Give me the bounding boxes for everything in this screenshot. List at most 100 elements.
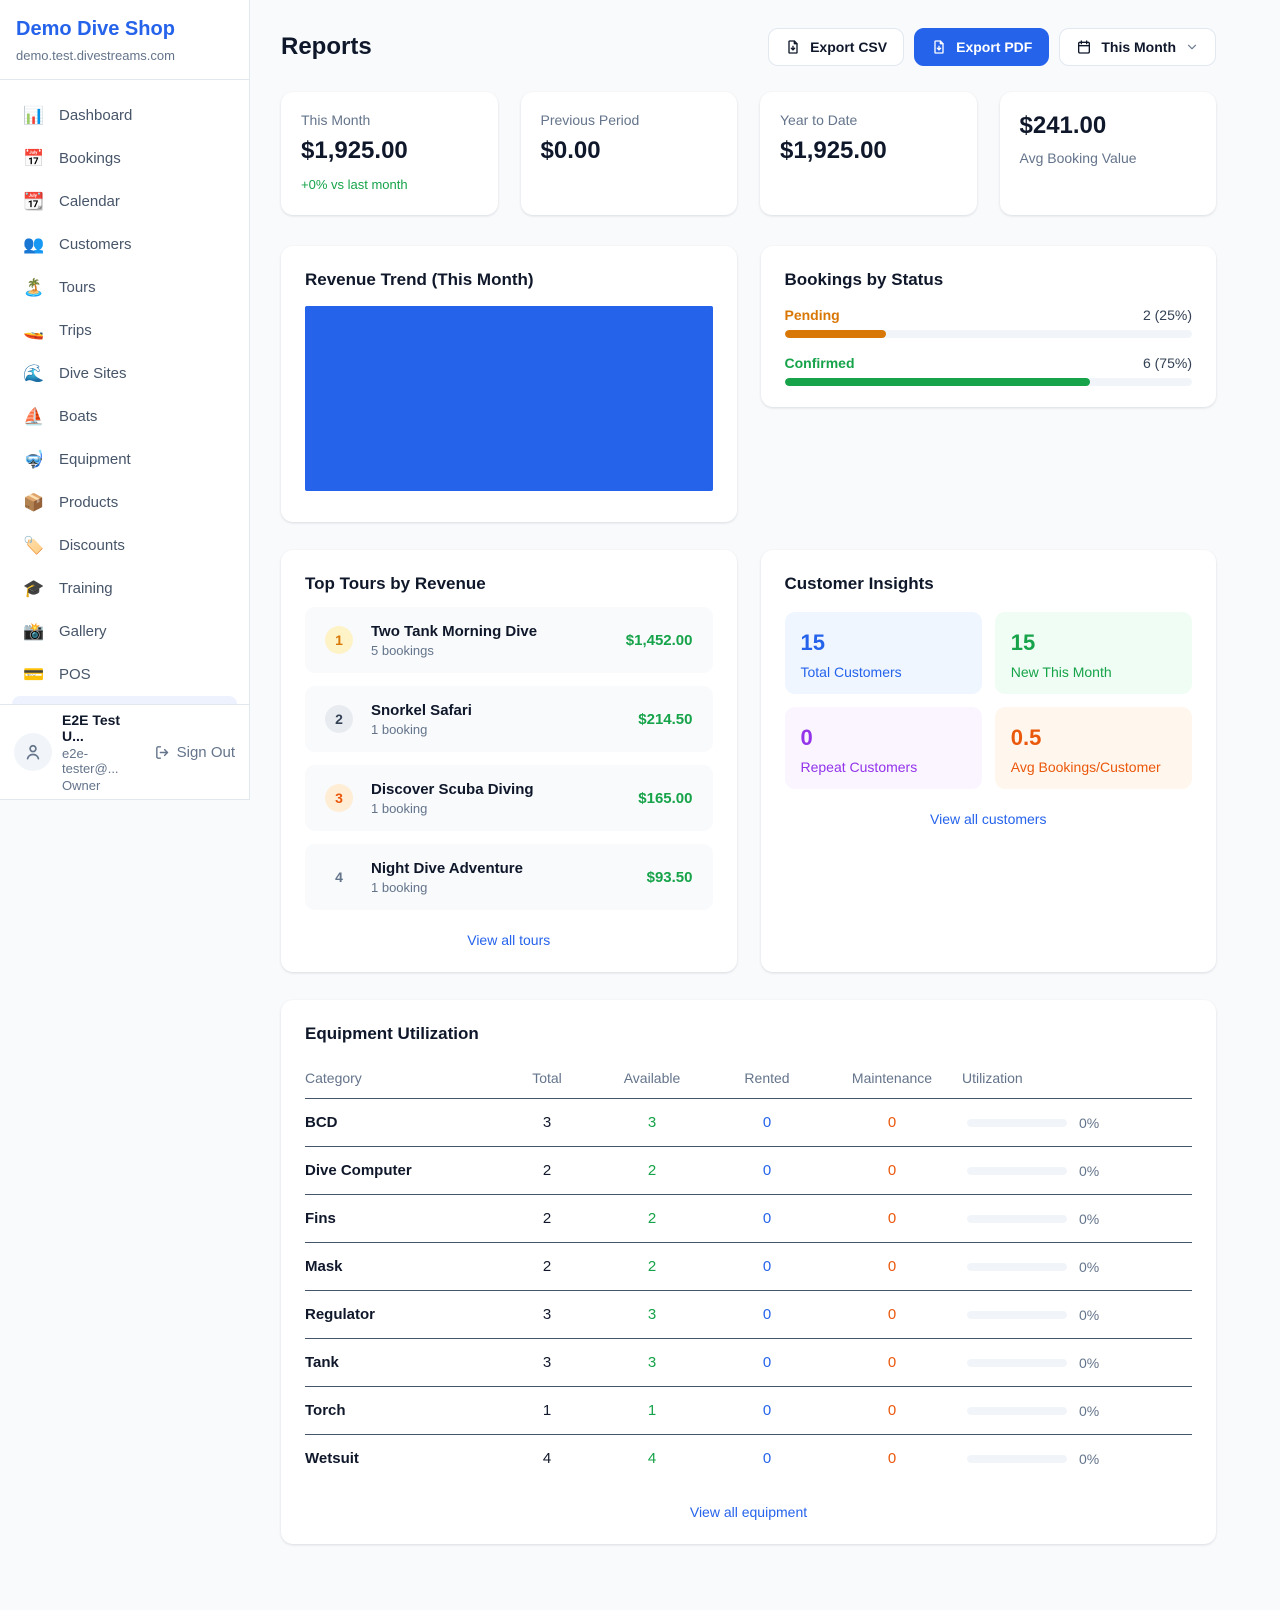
bookings-by-status-card: Bookings by Status Pending 2 (25%) Confi… [760, 246, 1216, 407]
view-all-equipment-link[interactable]: View all equipment [689, 1504, 808, 1520]
sidebar-item-pos[interactable]: 💳 POS [12, 653, 237, 696]
cell-utilization: 0% [962, 1211, 1192, 1227]
cell-total: 3 [542, 1354, 552, 1371]
sidebar-item-label: Discounts [59, 537, 125, 554]
cell-total: 3 [542, 1114, 552, 1131]
tour-name: Two Tank Morning Dive [371, 622, 538, 640]
insight-avg-bookings-customer: 0.5 Avg Bookings/Customer [994, 707, 1192, 789]
sidebar-nav: 📊 Dashboard 📅 Bookings 📆 Calendar 👥 Cust… [0, 80, 249, 696]
camera-icon: 📸 [23, 621, 45, 641]
equipment-utilization-card: Equipment Utilization Category Total Ava… [281, 1000, 1216, 1544]
status-label: Confirmed [784, 355, 855, 371]
sidebar-item-boats[interactable]: ⛵ Boats [12, 395, 237, 438]
bookings-calendar-icon: 📅 [23, 148, 45, 168]
tour-row: 4 Night Dive Adventure 1 booking $93.50 [305, 844, 713, 910]
status-bar [784, 330, 1192, 338]
charts-row: Revenue Trend (This Month) Bookings by S… [281, 246, 1216, 522]
insight-new-this-month: 15 New This Month [994, 612, 1192, 694]
cell-total: 4 [542, 1450, 552, 1467]
user-email: e2e-tester@... [62, 745, 119, 776]
sidebar-item-dive-sites[interactable]: 🌊 Dive Sites [12, 352, 237, 395]
column-header-total: Total [532, 1070, 562, 1086]
sidebar-item-tours[interactable]: 🏝️ Tours [12, 266, 237, 309]
chevron-down-icon [1187, 44, 1197, 50]
sidebar-item-label: Dive Sites [59, 365, 127, 382]
tour-info: Discover Scuba Diving 1 booking [371, 781, 620, 816]
main-content: Reports Export CSV Export PDF This Month [250, 0, 1280, 1584]
table-header-row: Category Total Available Rented Maintena… [305, 1064, 1192, 1099]
sign-out-button[interactable]: Sign Out [154, 744, 235, 761]
page-title: Reports [281, 33, 372, 60]
cell-maintenance: 0 [887, 1306, 897, 1323]
wave-icon: 🌊 [23, 363, 45, 383]
cell-maintenance: 0 [887, 1162, 897, 1179]
export-pdf-button[interactable]: Export PDF [914, 28, 1050, 66]
sidebar-item-discounts[interactable]: 🏷️ Discounts [12, 524, 237, 567]
cell-available: 3 [647, 1354, 657, 1371]
tour-revenue: $165.00 [638, 789, 693, 807]
revenue-trend-title: Revenue Trend (This Month) [305, 270, 534, 289]
cell-utilization: 0% [962, 1403, 1192, 1419]
people-icon: 👥 [23, 234, 45, 254]
cell-category: Regulator [305, 1306, 376, 1323]
tour-name: Discover Scuba Diving [371, 780, 534, 798]
row-tours-insights: Top Tours by Revenue 1 Two Tank Morning … [281, 550, 1216, 972]
sidebar-item-products[interactable]: 📦 Products [12, 481, 237, 524]
user-name: E2E Test U... [62, 711, 121, 744]
insight-value: 0.5 [1010, 725, 1042, 750]
view-all-customers-link[interactable]: View all customers [930, 811, 1047, 827]
rank-badge: 2 [325, 705, 353, 733]
revenue-trend-card: Revenue Trend (This Month) [281, 246, 737, 522]
insight-label: Repeat Customers [800, 759, 918, 775]
cell-rented: 0 [762, 1306, 772, 1323]
status-bar-fill [784, 330, 887, 338]
insight-label: Avg Bookings/Customer [1010, 759, 1161, 775]
revenue-trend-chart [305, 306, 713, 491]
period-selector-label: This Month [1101, 39, 1176, 55]
shop-name: Demo Dive Shop [16, 18, 175, 40]
sidebar-item-calendar[interactable]: 📆 Calendar [12, 180, 237, 223]
stat-label: This Month [301, 112, 371, 128]
sidebar-item-trips[interactable]: 🚤 Trips [12, 309, 237, 352]
sidebar-item-gallery[interactable]: 📸 Gallery [12, 610, 237, 653]
utilization-label: 0% [1079, 1450, 1100, 1467]
sidebar-header: Demo Dive Shop demo.test.divestreams.com [0, 0, 249, 80]
cell-rented: 0 [762, 1114, 772, 1131]
sidebar-item-equipment[interactable]: 🤿 Equipment [12, 438, 237, 481]
tour-bookings: 1 booking [371, 879, 428, 895]
utilization-bar [967, 1358, 1067, 1367]
cell-category: Mask [305, 1258, 343, 1275]
rank-badge: 1 [325, 626, 353, 654]
view-all-tours-link[interactable]: View all tours [467, 932, 551, 948]
utilization-bar [967, 1262, 1067, 1271]
tour-name: Snorkel Safari [371, 701, 472, 719]
customer-insights-title: Customer Insights [784, 574, 934, 593]
cell-utilization: 0% [962, 1259, 1192, 1275]
status-row-pending: Pending 2 (25%) [784, 307, 1192, 338]
stat-card-previous-period: Previous Period $0.00 [520, 92, 737, 215]
period-selector[interactable]: This Month [1059, 28, 1216, 66]
stat-card-avg-booking-value: $241.00 Avg Booking Value [999, 92, 1216, 215]
table-row: Dive Computer 2 2 0 0 0% [305, 1147, 1192, 1195]
sidebar-item-customers[interactable]: 👥 Customers [12, 223, 237, 266]
sidebar-item-reports-partial[interactable] [12, 696, 237, 706]
diving-mask-icon: 🤿 [23, 449, 45, 469]
utilization-label: 0% [1079, 1258, 1100, 1275]
user-section: E2E Test U... e2e-tester@... Owner Sign … [0, 704, 249, 799]
cell-total: 2 [542, 1162, 552, 1179]
equipment-utilization-title: Equipment Utilization [305, 1024, 479, 1043]
export-csv-button[interactable]: Export CSV [768, 28, 905, 66]
sidebar-item-dashboard[interactable]: 📊 Dashboard [12, 94, 237, 137]
cell-rented: 0 [762, 1258, 772, 1275]
sign-out-label: Sign Out [176, 743, 235, 761]
rank-badge: 3 [325, 784, 353, 812]
insight-total-customers: 15 Total Customers [784, 612, 982, 694]
sidebar-item-label: Customers [59, 236, 132, 253]
stat-label: Year to Date [780, 112, 858, 128]
sidebar-item-bookings[interactable]: 📅 Bookings [12, 137, 237, 180]
sidebar-item-training[interactable]: 🎓 Training [12, 567, 237, 610]
status-count: 6 (75%) [1142, 355, 1192, 371]
customer-insights-card: Customer Insights 15 Total Customers 15 … [760, 550, 1216, 972]
tag-icon: 🏷️ [23, 535, 45, 555]
cell-rented: 0 [762, 1162, 772, 1179]
